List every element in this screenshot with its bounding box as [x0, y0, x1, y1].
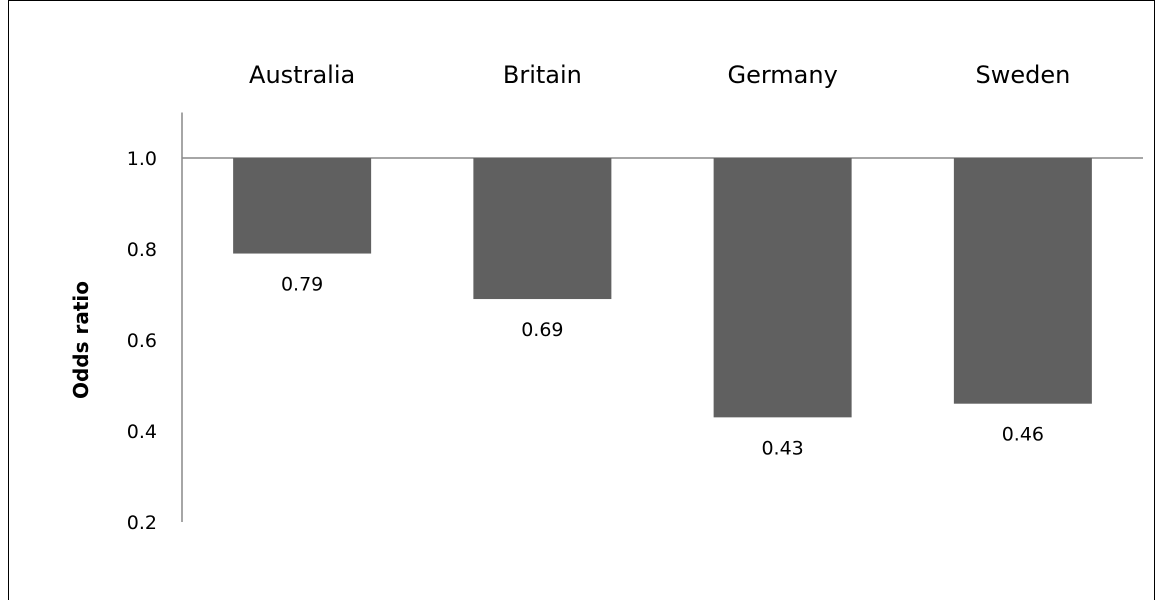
bars [233, 158, 1092, 418]
y-axis-title: Odds ratio [69, 281, 93, 399]
chart-frame [8, 0, 1155, 600]
bar [473, 158, 612, 300]
category-label: Germany [727, 61, 837, 89]
bar [233, 158, 372, 254]
labels: 0.79 Australia 0.69 Britain 0.43 Germany 0.46 S… [249, 61, 1070, 459]
data-label: 0.69 [521, 319, 563, 341]
data-label: 0.46 [1002, 424, 1044, 446]
y-tick-label: 0.2 [127, 512, 157, 534]
category-label: Britain [503, 61, 582, 89]
data-label: 0.43 [761, 437, 803, 459]
data-label: 0.79 [281, 274, 323, 296]
bar [713, 158, 852, 418]
category-label: Sweden [975, 61, 1070, 89]
bar [953, 158, 1092, 404]
y-tick-label: 1.0 [127, 148, 157, 170]
category-label: Australia [249, 61, 355, 89]
y-tick-label: 0.8 [127, 239, 157, 261]
y-tick-label: 0.6 [127, 330, 157, 352]
y-tick-label: 0.4 [127, 421, 157, 443]
